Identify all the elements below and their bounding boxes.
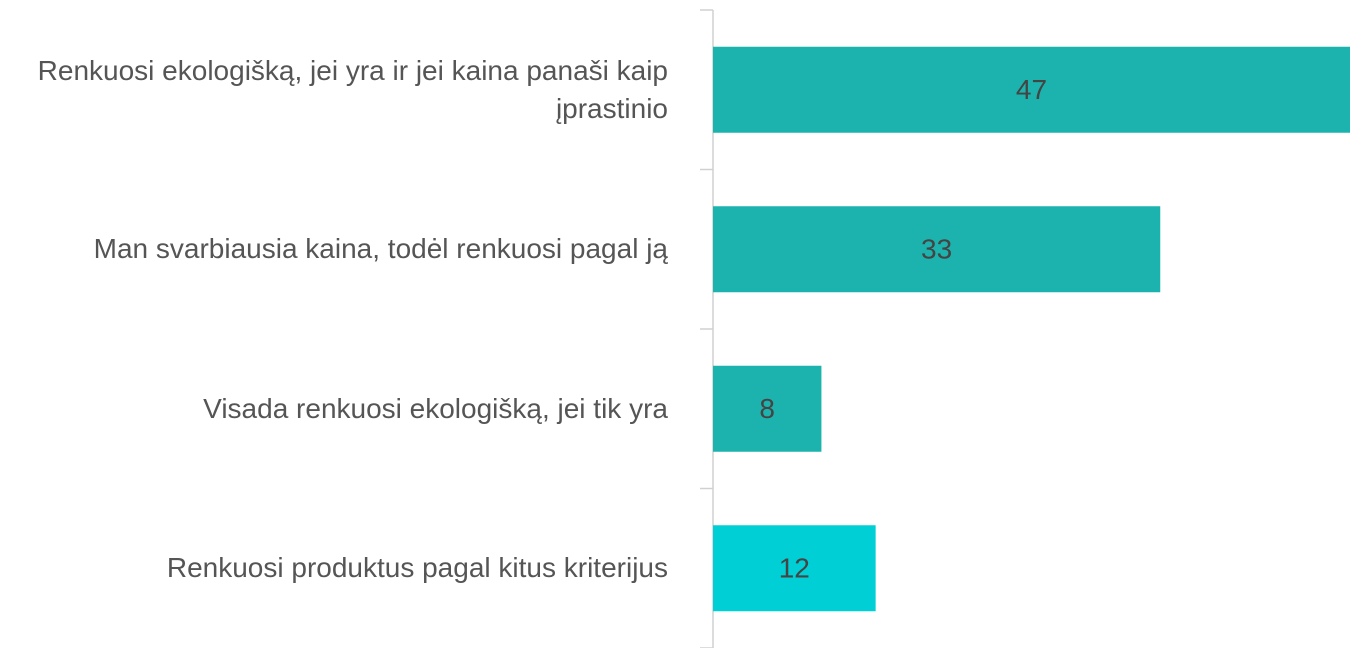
bar (713, 525, 876, 612)
category-label: Renkuosi produktus pagal kitus kriteriju… (0, 489, 668, 648)
bar (713, 46, 1350, 133)
category-text: Renkuosi ekologišką, jei yra ir jei kain… (37, 54, 668, 124)
value-label: 47 (1016, 74, 1047, 105)
category-label: Renkuosi ekologišką, jei yra ir jei kain… (0, 10, 668, 170)
value-label: 8 (759, 393, 775, 424)
bar (713, 206, 1161, 293)
category-label: Man svarbiausia kaina, todėl renkuosi pa… (0, 170, 668, 330)
category-text: Renkuosi produktus pagal kitus kriteriju… (166, 552, 668, 584)
category-text: Man svarbiausia kaina, todėl renkuosi pa… (93, 233, 668, 265)
bar (713, 365, 822, 452)
value-label: 12 (779, 553, 810, 584)
value-label: 33 (921, 234, 952, 265)
category-label: Visada renkuosi ekologišką, jei tik yra (0, 329, 668, 489)
category-text: Visada renkuosi ekologišką, jei tik yra (203, 392, 668, 424)
